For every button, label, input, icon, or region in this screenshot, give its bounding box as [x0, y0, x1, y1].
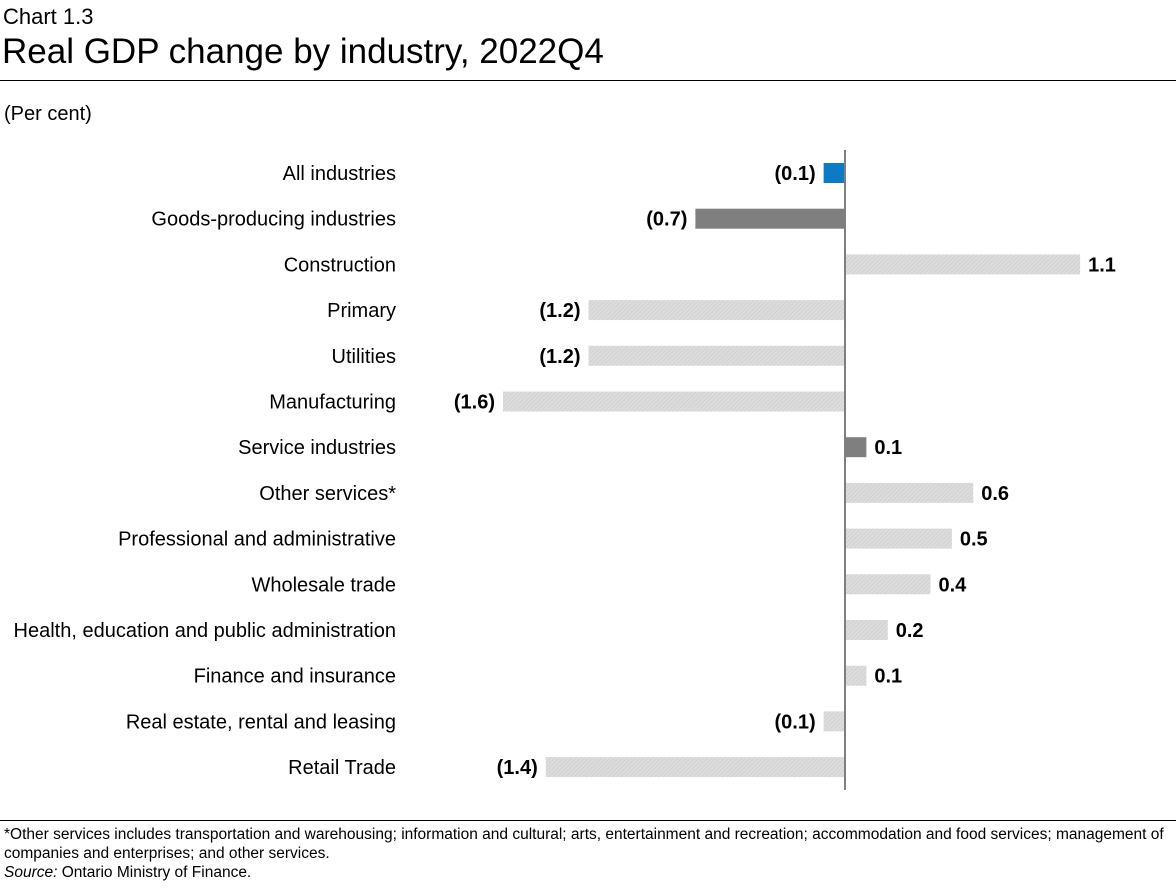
value-label: (1.2) [539, 346, 580, 368]
value-label: 1.1 [1088, 254, 1116, 276]
value-label: (1.4) [497, 757, 538, 779]
bar [845, 574, 931, 595]
category-label: Finance and insurance [194, 666, 396, 688]
bar [545, 757, 845, 778]
bar-chart: All industries (0.1) Goods-producing indus… [14, 150, 1116, 790]
value-label: (0.1) [775, 163, 816, 185]
category-label: Goods-producing industries [151, 209, 396, 231]
bar [845, 482, 974, 503]
value-label: (0.1) [775, 711, 816, 733]
value-label: (1.6) [454, 392, 495, 414]
title-divider [0, 80, 1176, 81]
value-label: (1.2) [539, 300, 580, 322]
value-label: 0.1 [874, 437, 902, 459]
footnote: *Other services includes transportation … [4, 826, 1164, 862]
bar [845, 665, 867, 686]
bar [823, 163, 845, 183]
source-text: Ontario Ministry of Finance. [57, 864, 252, 881]
category-label: Retail Trade [288, 757, 396, 779]
category-label: Real estate, rental and leasing [126, 711, 396, 733]
category-label: Manufacturing [269, 392, 396, 414]
bar [695, 208, 845, 229]
category-label: Wholesale trade [251, 574, 396, 596]
category-label: Construction [284, 254, 396, 276]
chart-title: Real GDP change by industry, 2022Q4 [2, 32, 604, 71]
value-label: (0.7) [646, 209, 687, 231]
chart-number: Chart 1.3 [3, 4, 94, 29]
category-label: Other services* [259, 483, 396, 505]
bar [845, 437, 867, 458]
value-label: 0.6 [981, 483, 1009, 505]
source-prefix: Source: [4, 864, 58, 881]
value-label: 0.4 [939, 574, 968, 596]
category-label: Utilities [332, 346, 396, 368]
bar [823, 711, 845, 732]
bar [845, 254, 1081, 275]
value-label: 0.1 [874, 666, 902, 688]
category-label: Primary [327, 300, 396, 322]
footer-divider [0, 820, 1176, 821]
category-label: Professional and administrative [118, 529, 396, 551]
bar [588, 300, 845, 321]
category-label: Service industries [238, 437, 396, 459]
category-label: All industries [283, 163, 396, 185]
value-label: 0.2 [896, 620, 924, 642]
bar [845, 528, 952, 549]
unit-label: (Per cent) [4, 103, 92, 125]
value-label: 0.5 [960, 529, 988, 551]
source-note: Source: Ontario Ministry of Finance. [4, 863, 251, 882]
bar [845, 620, 888, 640]
bar [588, 345, 845, 366]
category-label: Health, education and public administrat… [14, 620, 396, 642]
bar [503, 391, 845, 412]
